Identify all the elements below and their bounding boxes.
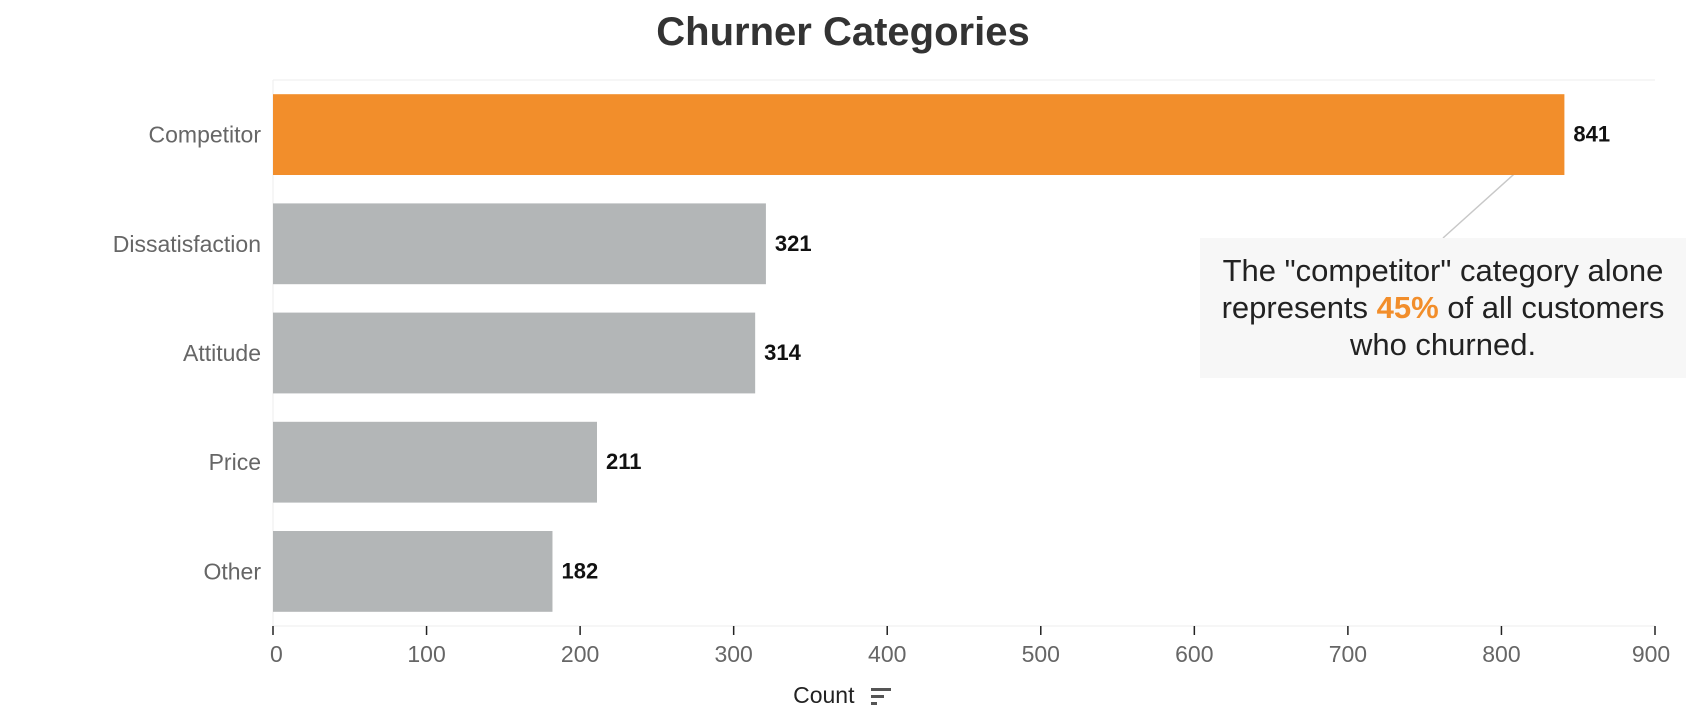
x-tick-label-100: 100 [407, 641, 445, 667]
annotation-callout: The "competitor" category alone represen… [1200, 238, 1686, 378]
x-tick-label-200: 200 [561, 641, 599, 667]
x-tick-label-400: 400 [868, 641, 906, 667]
annotation-text-before: The "competitor" category alone represen… [1221, 253, 1664, 325]
x-axis-title-group: Count [0, 682, 1686, 709]
category-label-price: Price [209, 449, 261, 475]
bar-other [273, 530, 553, 612]
sort-descending-icon[interactable] [870, 687, 893, 707]
category-label-dissatisfaction: Dissatisfaction [113, 231, 261, 257]
x-tick-label-500: 500 [1022, 641, 1060, 667]
bar-dissatisfaction [273, 203, 766, 285]
x-tick-label-900: 900 [1632, 641, 1670, 667]
data-label-competitor: 841 [1573, 122, 1610, 147]
annotation-text-after: of all customers who churned. [1349, 290, 1665, 362]
annotation-highlight-percent: 45% [1376, 290, 1439, 325]
bar-attitude [273, 312, 756, 394]
data-label-attitude: 314 [764, 340, 801, 365]
category-label-other: Other [203, 558, 261, 584]
data-label-price: 211 [606, 449, 642, 474]
bar-price [273, 421, 598, 503]
x-tick-label-700: 700 [1329, 641, 1367, 667]
data-label-other: 182 [561, 558, 598, 583]
chart-title: Churner Categories [656, 10, 1030, 54]
category-label-competitor: Competitor [149, 122, 262, 148]
bar-competitor [273, 94, 1565, 176]
x-tick-label-800: 800 [1482, 641, 1520, 667]
data-label-dissatisfaction: 321 [775, 231, 812, 256]
x-tick-label-600: 600 [1175, 641, 1213, 667]
x-tick-label-0: 0 [270, 641, 283, 667]
x-axis-title: Count [793, 682, 855, 708]
x-tick-label-300: 300 [714, 641, 752, 667]
category-label-attitude: Attitude [183, 340, 261, 366]
